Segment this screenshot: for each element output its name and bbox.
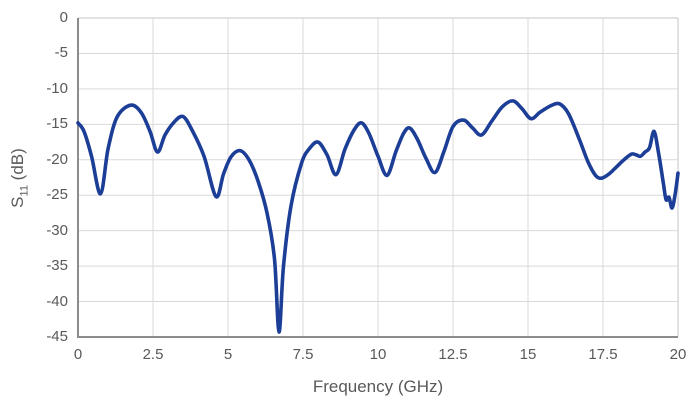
y-tick-label: -45: [46, 328, 68, 345]
x-tick-label: 10: [369, 346, 387, 363]
y-tick-label: -25: [46, 186, 68, 204]
s11-series-line: [76, 99, 680, 334]
x-tick-label: 5: [223, 346, 233, 363]
x-tick-label: 2.5: [142, 346, 164, 363]
y-tick-label: -40: [46, 292, 68, 310]
y-tick-label: 0: [59, 9, 68, 26]
x-tick-label: 20: [669, 346, 687, 363]
y-tick-label: -35: [46, 257, 68, 275]
y-tick-label: -10: [46, 79, 68, 97]
y-tick-label: -15: [46, 115, 68, 133]
x-axis-title: Frequency (GHz): [312, 377, 444, 396]
y-axis-title-base: S: [8, 196, 27, 208]
x-tick-label: 17.5: [588, 346, 618, 363]
y-axis-title: S11 (dB): [8, 122, 30, 234]
y-tick-label: -5: [54, 44, 68, 62]
x-tick-label: 15: [519, 346, 537, 363]
y-tick-label: -20: [46, 150, 68, 168]
y-tick-label: -30: [46, 221, 68, 239]
x-tick-label: 0: [73, 346, 83, 363]
y-axis-title-unit: (dB): [8, 148, 27, 186]
y-axis-title-subscript: 11: [18, 185, 31, 197]
x-tick-label: 7.5: [292, 346, 314, 363]
x-tick-label: 12.5: [438, 346, 468, 363]
